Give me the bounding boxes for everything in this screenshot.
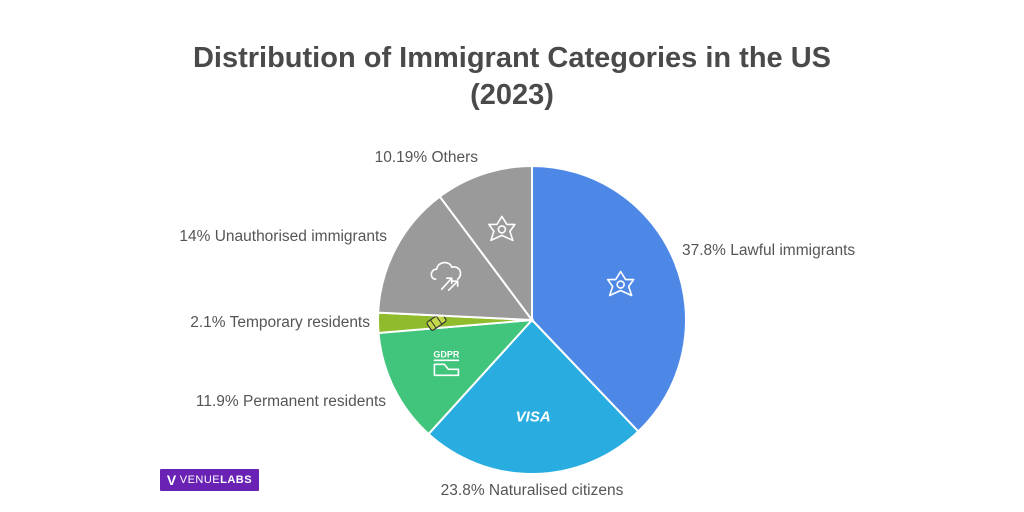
- chart-title-line-1: Distribution of Immigrant Categories in …: [192, 42, 832, 74]
- brand-mark: V: [166, 472, 177, 488]
- slice-label: 23.8% Naturalised citizens: [441, 482, 624, 499]
- slice-label: 11.9% Permanent residents: [196, 393, 386, 410]
- visa-icon-text: VISA: [516, 408, 551, 425]
- chart-title: Distribution of Immigrant Categories in …: [0, 40, 1024, 114]
- gdpr-document-icon: GDPR: [433, 349, 460, 377]
- chart-title-line-2: (2023): [470, 79, 554, 111]
- brand-name-part-2: LABS: [220, 474, 253, 486]
- pie-slice: [531, 164, 687, 433]
- pie-slice: [377, 318, 535, 436]
- star-badge-icon: [606, 270, 635, 297]
- slice-label: 10.19% Others: [375, 149, 479, 166]
- pie-slice: [377, 195, 535, 322]
- gdpr-icon-text: GDPR: [433, 349, 460, 359]
- star-badge-icon: [488, 215, 516, 242]
- slice-label: 14% Unauthorised immigrants: [179, 228, 387, 245]
- pie-slice: [427, 318, 640, 475]
- slice-label: 37.8% Lawful immigrants: [682, 242, 855, 259]
- cloud-arrows-icon: [430, 261, 462, 292]
- visa-icon: VISA: [516, 408, 551, 425]
- slice-label: 2.1% Temporary residents: [190, 314, 370, 331]
- pie-slice: [438, 164, 533, 324]
- passport-icon: [426, 312, 447, 331]
- brand-name-part-1: VENUE: [179, 474, 221, 486]
- venuelabs-logo: V VENUE LABS: [160, 469, 259, 491]
